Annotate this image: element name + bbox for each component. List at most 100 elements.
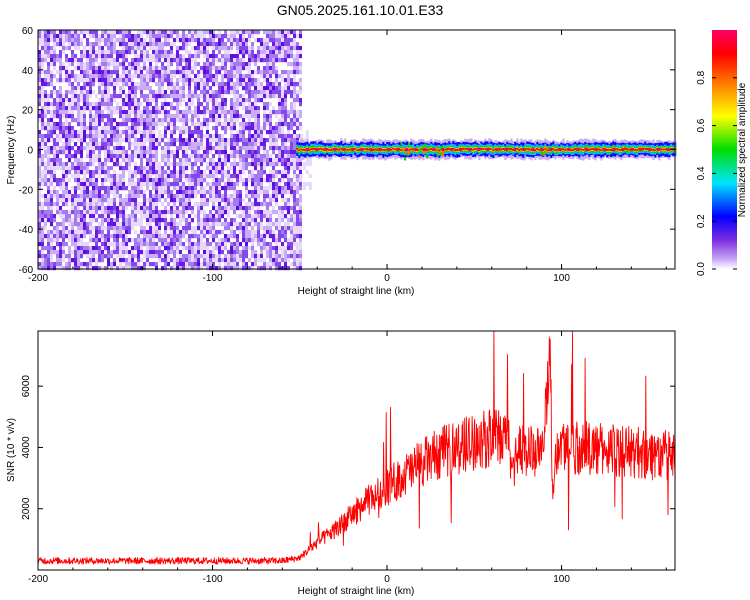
heatmap-cell xyxy=(68,214,71,219)
heatmap-cell xyxy=(185,78,188,83)
heatmap-cell xyxy=(179,194,182,199)
heatmap-cell xyxy=(119,78,122,83)
heatmap-cell xyxy=(203,118,206,123)
heatmap-cell xyxy=(188,82,191,87)
heatmap-cell xyxy=(110,154,113,159)
heatmap-cell xyxy=(248,238,251,243)
heatmap-cell xyxy=(92,206,95,211)
heatmap-cell xyxy=(263,138,266,143)
heatmap-cell xyxy=(278,154,281,159)
heatmap-cell xyxy=(236,154,239,159)
heatmap-cell xyxy=(239,250,242,255)
heatmap-cell xyxy=(110,178,113,183)
heatmap-cell xyxy=(248,234,251,239)
heatmap-cell xyxy=(107,198,110,203)
heatmap-cell xyxy=(194,266,197,271)
heatmap-cell xyxy=(116,62,119,67)
heatmap-cell xyxy=(125,262,128,267)
heatmap-cell xyxy=(92,134,95,139)
heatmap-cell xyxy=(134,182,137,187)
heatmap-cell xyxy=(448,147,451,150)
heatmap-cell xyxy=(266,254,269,259)
heatmap-cell xyxy=(122,158,125,163)
heatmap-cell xyxy=(53,110,56,115)
heatmap-cell xyxy=(260,90,263,95)
heatmap-cell xyxy=(65,182,68,187)
heatmap-cell xyxy=(260,166,263,171)
heatmap-cell xyxy=(53,98,56,103)
heatmap-cell xyxy=(245,74,248,79)
heatmap-cell xyxy=(230,142,233,147)
heatmap-cell xyxy=(161,66,164,71)
heatmap-cell xyxy=(263,38,266,43)
heatmap-cell xyxy=(38,138,41,143)
heatmap-cell xyxy=(248,162,251,167)
heatmap-cell xyxy=(245,50,248,55)
heatmap-cell xyxy=(257,154,260,159)
heatmap-cell xyxy=(152,162,155,167)
heatmap-cell xyxy=(122,70,125,75)
heatmap-cell xyxy=(269,94,272,99)
heatmap-cell xyxy=(158,178,161,183)
heatmap-cell xyxy=(77,42,80,47)
heatmap-cell xyxy=(47,170,50,175)
heatmap-cell xyxy=(248,142,251,147)
heatmap-cell xyxy=(287,42,290,47)
heatmap-cell xyxy=(281,146,284,151)
heatmap-cell xyxy=(56,154,59,159)
heatmap-cell xyxy=(167,66,170,71)
heatmap-cell xyxy=(44,138,47,143)
heatmap-cell xyxy=(236,258,239,263)
heatmap-cell xyxy=(182,94,185,99)
heatmap-cell xyxy=(80,130,83,135)
heatmap-cell xyxy=(203,190,206,195)
heatmap-cell xyxy=(257,210,260,215)
heatmap-cell xyxy=(47,102,50,107)
heatmap-cell xyxy=(59,198,62,203)
heatmap-cell xyxy=(215,266,218,271)
heatmap-cell xyxy=(41,262,44,267)
heatmap-cell xyxy=(248,34,251,39)
heatmap-cell xyxy=(296,218,299,223)
heatmap-cell xyxy=(146,50,149,55)
heatmap-cell xyxy=(209,162,212,167)
heatmap-cell xyxy=(209,182,212,187)
heatmap-cell xyxy=(239,98,242,103)
heatmap-cell xyxy=(137,30,140,35)
heatmap-cell xyxy=(239,194,242,199)
heatmap-cell xyxy=(212,66,215,71)
heatmap-cell xyxy=(95,78,98,83)
heatmap-cell xyxy=(116,70,119,75)
heatmap-cell xyxy=(92,126,95,131)
heatmap-cell xyxy=(182,90,185,95)
heatmap-cell xyxy=(149,122,152,127)
heatmap-cell xyxy=(128,214,131,219)
heatmap-cell xyxy=(221,86,224,91)
heatmap-cell xyxy=(269,82,272,87)
heatmap-cell xyxy=(356,149,359,152)
heatmap-cell xyxy=(245,210,248,215)
heatmap-cell xyxy=(248,74,251,79)
heatmap-cell xyxy=(158,198,161,203)
heatmap-cell xyxy=(254,202,257,207)
heatmap-cell xyxy=(182,82,185,87)
heatmap-cell xyxy=(92,130,95,135)
heatmap-cell xyxy=(197,266,200,271)
heatmap-cell xyxy=(194,178,197,183)
heatmap-cell xyxy=(296,118,299,123)
heatmap-cell xyxy=(74,42,77,47)
heatmap-cell xyxy=(293,202,296,207)
heatmap-cell xyxy=(293,138,296,143)
heatmap-cell xyxy=(296,178,299,183)
heatmap-cell xyxy=(203,134,206,139)
heatmap-cell xyxy=(239,122,242,127)
heatmap-cell xyxy=(149,162,152,167)
heatmap-cell xyxy=(98,250,101,255)
heatmap-cell xyxy=(164,98,167,103)
heatmap-cell xyxy=(263,166,266,171)
heatmap-cell xyxy=(245,242,248,247)
heatmap-cell xyxy=(239,258,242,263)
heatmap-cell xyxy=(74,190,77,195)
heatmap-cell xyxy=(155,106,158,111)
heatmap-cell xyxy=(188,86,191,91)
